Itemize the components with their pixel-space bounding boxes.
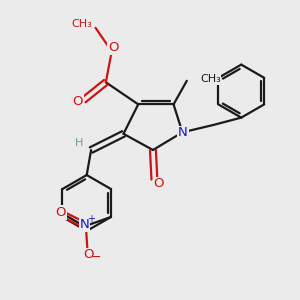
Text: O: O [83,248,94,261]
Text: H: H [75,138,83,148]
Text: +: + [87,214,95,224]
Text: O: O [154,177,164,190]
Text: O: O [108,41,119,54]
Text: O: O [73,95,83,108]
Text: N: N [178,126,188,140]
Text: CH₃: CH₃ [72,19,93,29]
Text: O: O [56,206,66,219]
Text: N: N [80,218,89,231]
Text: −: − [90,251,101,264]
Text: CH₃: CH₃ [200,74,221,84]
